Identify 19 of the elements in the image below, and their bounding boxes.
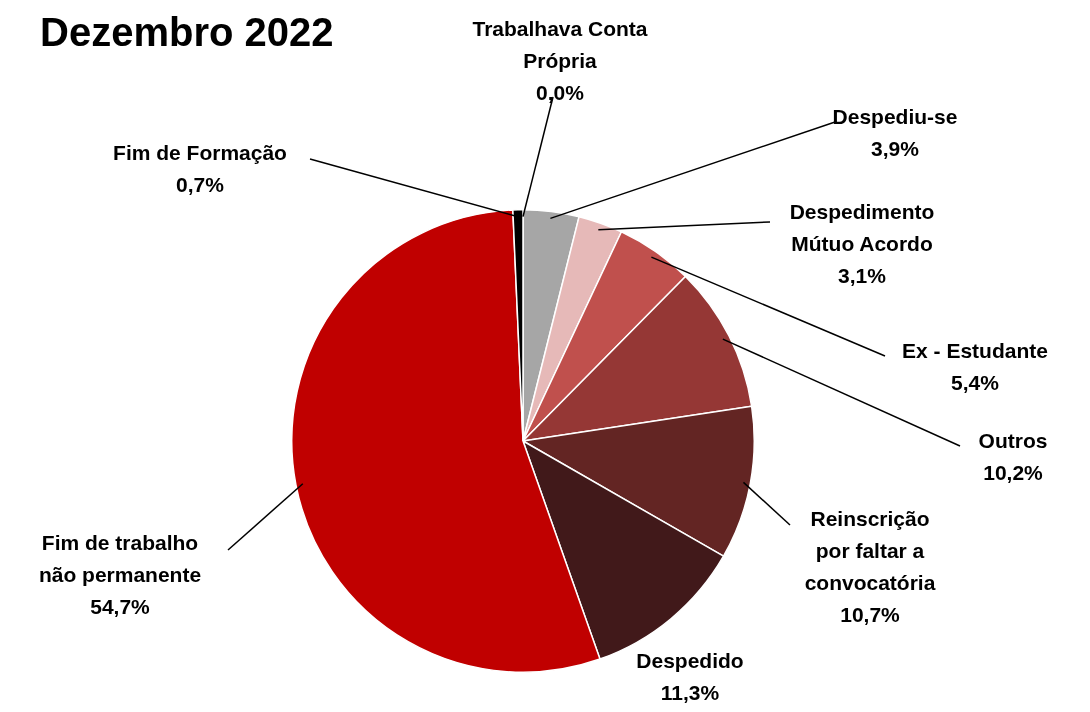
slice-label: Fim de Formação xyxy=(113,141,287,165)
slice-label: Reinscrição por faltar a convocatória xyxy=(804,507,936,595)
category-label: Trabalhava Conta Própria xyxy=(472,17,648,73)
data-label: 3,1% xyxy=(838,264,887,288)
slice-label: Fim de trabalho não permanente xyxy=(38,531,202,587)
data-label: 54,7% xyxy=(90,595,151,619)
data-label: 10,7% xyxy=(840,603,901,627)
data-label: 0,7% xyxy=(176,173,225,197)
data-label: 11,3% xyxy=(660,681,720,705)
data-label: 10,2% xyxy=(983,461,1044,485)
chart-title: Dezembro 2022 xyxy=(40,10,334,55)
slice-label: Despedimento Mútuo Acordo xyxy=(789,200,935,256)
text: 0,0% xyxy=(536,81,584,105)
slice-label: Despedido xyxy=(636,649,744,673)
data-label: 3,9% xyxy=(871,137,920,161)
data-label: 5,4% xyxy=(951,371,1000,395)
slice-label: Ex - Estudante xyxy=(902,339,1048,363)
slice-label: Outros xyxy=(978,429,1048,453)
slice-label: Despediu-se xyxy=(832,105,958,129)
